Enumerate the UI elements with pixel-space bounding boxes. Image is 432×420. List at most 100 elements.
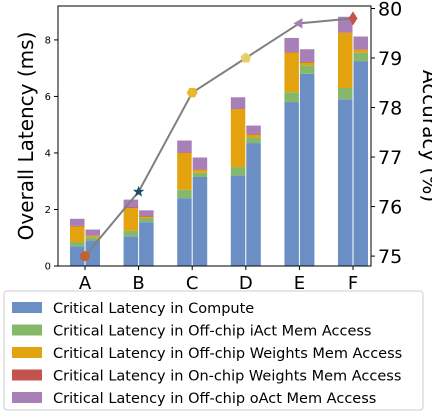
bar-d-group2-segment-4 [246,125,261,135]
legend-swatch-1 [12,324,42,336]
plot-frame [57,5,372,267]
legend-label-2: Critical Latency in Off-chip Weights Mem… [53,346,402,362]
bar-f-group2-segment-4 [353,36,368,50]
legend-box [3,290,424,411]
bar-e-group1-segment-4 [284,37,299,53]
accuracy-marker-d [240,52,252,63]
bar-a-group2-segment-1 [85,237,100,241]
right-tick-label-76: 76 [378,197,402,219]
bar-e-group2-segment-0 [299,73,315,266]
x-tick-label-f: F [348,273,358,294]
bar-c-group1-segment-3 [177,152,192,153]
bar-c-group1-segment-0 [177,198,192,266]
left-tick-label-4: 4 [45,148,51,159]
bar-f-group1-segment-1 [338,87,353,100]
left-tick-label-0: 0 [45,262,51,273]
legend-swatch-2 [12,347,42,358]
bar-f-group2-segment-0 [353,61,368,266]
bar-a-group2-segment-3 [85,235,100,236]
bar-f-group2-segment-3 [353,49,368,50]
bar-c-group2-segment-0 [192,176,208,266]
right-tick-label-75: 75 [378,246,402,268]
bar-b-group2-segment-4 [139,210,154,216]
x-tick-label-e: E [294,273,305,294]
bar-f-group1-segment-0 [338,99,353,266]
legend-label-0: Critical Latency in Compute [53,301,254,317]
bar-a-group2-segment-4 [85,229,100,236]
bar-e-group2-segment-1 [299,65,315,74]
bar-a-group1-segment-3 [70,225,85,227]
bar-e-group1-segment-1 [284,92,299,103]
bar-c-group2-segment-3 [192,169,208,170]
bar-b-group2-segment-0 [139,222,154,266]
bar-c-group1-segment-2 [177,152,192,190]
bar-a-group2-segment-0 [85,240,100,266]
legend-swatch-0 [12,302,42,313]
y-right-axis-label: Accuracy (%) [418,70,432,202]
bar-f-group1-segment-3 [338,32,353,33]
accuracy-marker-a [80,251,90,262]
x-tick-label-b: B [132,273,144,294]
bar-a-group1-segment-4 [70,218,85,226]
bar-d-group1-segment-0 [230,175,246,266]
bar-a-group1-segment-1 [70,241,85,247]
bar-a-group1-segment-2 [70,226,85,242]
bar-d-group1-segment-1 [230,167,246,176]
left-tick-label-8: 8 [45,35,51,46]
bar-c-group1-segment-4 [177,140,192,153]
right-tick-label-80: 80 [378,0,402,20]
bar-e-group1-segment-0 [284,102,299,266]
x-tick-label-c: C [186,273,199,294]
bar-b-group2-segment-3 [139,215,154,217]
bar-d-group1-segment-2 [230,109,246,168]
bar-e-group2-segment-4 [299,49,315,62]
bar-c-group1-segment-1 [177,189,192,199]
bar-f-group1-segment-4 [338,16,353,33]
legend-swatch-4 [12,392,42,403]
y-left-axis-label: Overall Latency (ms) [14,32,38,241]
bar-c-group2-segment-4 [192,157,208,170]
bar-a-group2-segment-2 [85,235,100,238]
bar-c-group2-segment-2 [192,169,208,173]
left-tick-label-6: 6 [45,92,51,103]
bar-b-group2-segment-1 [139,217,154,223]
bar-b-group1-segment-4 [123,199,139,208]
left-tick-label-2: 2 [45,205,51,216]
bar-c-group2-segment-1 [192,172,208,177]
accuracy-marker-e [293,18,303,29]
legend-swatch-3 [12,369,42,381]
accuracy-line [84,17,354,257]
bar-e-group2-segment-2 [299,62,315,66]
bar-d-group2-segment-1 [246,137,261,144]
bar-b-group2-segment-2 [139,216,154,218]
bar-f-group2-segment-1 [353,52,368,62]
bar-b-group1-segment-1 [123,230,139,237]
right-tick-label-79: 79 [378,48,402,70]
accuracy-marker-f [348,11,358,26]
x-tick-label-d: D [239,273,253,294]
bar-a-group1-segment-0 [70,246,85,266]
bar-f-group2-segment-2 [353,49,368,53]
bar-d-group1-segment-3 [230,108,246,110]
right-tick-label-77: 77 [378,147,402,169]
x-tick-label-a: A [79,273,92,294]
bar-b-group1-segment-2 [123,208,139,231]
bar-d-group2-segment-0 [246,143,261,266]
bar-d-group2-segment-2 [246,134,261,138]
bar-b-group1-segment-3 [123,207,139,209]
right-tick-label-78: 78 [378,98,402,120]
bar-e-group1-segment-3 [284,52,299,53]
bar-f-group1-segment-2 [338,32,353,88]
legend-label-3: Critical Latency in On-chip Weights Mem … [53,369,401,385]
bar-e-group1-segment-2 [284,52,299,93]
bar-d-group1-segment-4 [230,97,246,109]
accuracy-marker-c [186,87,198,98]
bar-e-group2-segment-3 [299,61,315,63]
accuracy-marker-b [132,185,145,197]
bar-b-group1-segment-0 [123,236,139,266]
legend-label-4: Critical Latency in Off-chip oAct Mem Ac… [53,391,376,407]
bar-d-group2-segment-3 [246,134,261,135]
legend-label-1: Critical Latency in Off-chip iAct Mem Ac… [53,324,371,340]
